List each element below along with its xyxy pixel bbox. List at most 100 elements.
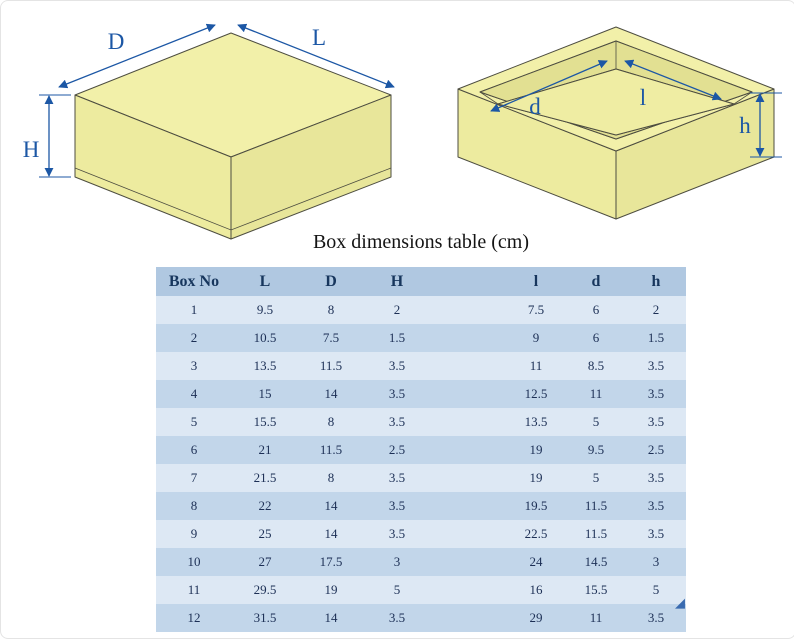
dimension-cell: 13.5 xyxy=(506,408,566,436)
table-row: 12 31.5 14 3.5 29 11 3.5 xyxy=(156,604,686,632)
dimension-arrow-D xyxy=(58,23,216,89)
dimension-cell: 8.5 xyxy=(566,352,626,380)
box-no-cell: 8 xyxy=(156,492,232,520)
box-no-cell: 12 xyxy=(156,604,232,632)
dimension-cell: 11.5 xyxy=(566,520,626,548)
box-no-cell: 6 xyxy=(156,436,232,464)
inner-length-label: l xyxy=(640,85,646,110)
table-body: 1 9.5 8 2 7.5 6 2 2 10.5 7.5 1.5 9 6 1.5 3 13.5 11.5 3.5 1… xyxy=(156,296,686,632)
table-row: 6 21 11.5 2.5 19 9.5 2.5 xyxy=(156,436,686,464)
inner-height-label: h xyxy=(739,113,751,138)
dimension-cell: 17.5 xyxy=(298,548,364,576)
dimension-cell xyxy=(430,604,506,632)
column-header: D xyxy=(298,267,364,296)
table-row: 3 13.5 11.5 3.5 11 8.5 3.5 xyxy=(156,352,686,380)
dimension-cell: 8 xyxy=(298,464,364,492)
depth-label: D xyxy=(108,29,125,54)
dimension-cell: 2.5 xyxy=(364,436,430,464)
dimension-cell: 6 xyxy=(566,296,626,324)
dimension-cell: 9.5 xyxy=(232,296,298,324)
column-header: H xyxy=(364,267,430,296)
table-row: 10 27 17.5 3 24 14.5 3 xyxy=(156,548,686,576)
dimension-cell: 16 xyxy=(506,576,566,604)
dimension-cell: 3.5 xyxy=(626,492,686,520)
column-header: Box No xyxy=(156,267,232,296)
lid-seam-line xyxy=(74,167,392,231)
dimension-cell: 5 xyxy=(626,576,686,604)
dimension-cell: 22.5 xyxy=(506,520,566,548)
dimension-cell: 27 xyxy=(232,548,298,576)
dimension-cell: 15.5 xyxy=(232,408,298,436)
dimension-cell: 1.5 xyxy=(626,324,686,352)
dimension-cell: 7.5 xyxy=(298,324,364,352)
dimension-cell: 3.5 xyxy=(364,380,430,408)
dimension-cell: 11 xyxy=(566,604,626,632)
dimension-cell: 6 xyxy=(566,324,626,352)
dimension-cell: 5 xyxy=(566,464,626,492)
dimension-cell xyxy=(430,408,506,436)
dimension-cell xyxy=(430,576,506,604)
dimension-cell: 14.5 xyxy=(566,548,626,576)
dimension-cell xyxy=(430,380,506,408)
dimension-cell: 14 xyxy=(298,492,364,520)
dimension-cell: 11.5 xyxy=(298,436,364,464)
length-label: L xyxy=(312,25,326,50)
dimension-cell: 3.5 xyxy=(364,604,430,632)
dimension-cell: 19 xyxy=(506,436,566,464)
dimension-cell: 2 xyxy=(626,296,686,324)
dimension-cell xyxy=(430,520,506,548)
box-no-cell: 3 xyxy=(156,352,232,380)
column-header: h xyxy=(626,267,686,296)
dimension-cell xyxy=(430,436,506,464)
dimension-cell: 3.5 xyxy=(626,408,686,436)
dimension-cell: 2 xyxy=(364,296,430,324)
dimension-cell: 1.5 xyxy=(364,324,430,352)
dimension-cell xyxy=(430,324,506,352)
column-header xyxy=(430,267,506,296)
dimension-cell xyxy=(430,352,506,380)
dimension-arrow-L xyxy=(237,23,395,89)
dimension-cell: 2.5 xyxy=(626,436,686,464)
dimension-cell: 19.5 xyxy=(506,492,566,520)
box-no-cell: 4 xyxy=(156,380,232,408)
dimension-cell: 3 xyxy=(626,548,686,576)
open-box-diagram: d l h xyxy=(457,26,782,220)
dimension-cell xyxy=(430,464,506,492)
dimension-cell: 29.5 xyxy=(232,576,298,604)
dimension-cell: 3.5 xyxy=(364,408,430,436)
dimension-cell: 9.5 xyxy=(566,436,626,464)
dimension-cell: 15.5 xyxy=(566,576,626,604)
dimension-cell xyxy=(430,548,506,576)
dimension-cell: 5 xyxy=(364,576,430,604)
column-header: L xyxy=(232,267,298,296)
dimension-cell xyxy=(430,492,506,520)
dimension-cell: 19 xyxy=(298,576,364,604)
table-row: 8 22 14 3.5 19.5 11.5 3.5 xyxy=(156,492,686,520)
table-resize-handle: ◢ xyxy=(675,595,685,610)
closed-box-diagram: D L H xyxy=(23,23,395,240)
table-row: 7 21.5 8 3.5 19 5 3.5 xyxy=(156,464,686,492)
inner-depth-label: d xyxy=(529,94,541,119)
dimension-cell: 14 xyxy=(298,520,364,548)
dimension-cell: 3.5 xyxy=(626,464,686,492)
box-no-cell: 11 xyxy=(156,576,232,604)
column-header: l xyxy=(506,267,566,296)
dimension-cell: 3.5 xyxy=(364,352,430,380)
dimension-cell: 5 xyxy=(566,408,626,436)
table-row: 2 10.5 7.5 1.5 9 6 1.5 xyxy=(156,324,686,352)
table-row: 5 15.5 8 3.5 13.5 5 3.5 xyxy=(156,408,686,436)
dimension-cell: 11 xyxy=(506,352,566,380)
table-row: 1 9.5 8 2 7.5 6 2 xyxy=(156,296,686,324)
dimension-cell: 3.5 xyxy=(626,352,686,380)
dimension-cell xyxy=(430,296,506,324)
box-no-cell: 9 xyxy=(156,520,232,548)
inner-corner-edge-right xyxy=(733,91,753,105)
dimension-cell: 25 xyxy=(232,520,298,548)
dimension-cell: 19 xyxy=(506,464,566,492)
box-no-cell: 10 xyxy=(156,548,232,576)
box-no-cell: 2 xyxy=(156,324,232,352)
dimension-cell: 14 xyxy=(298,604,364,632)
dimension-cell: 9 xyxy=(506,324,566,352)
